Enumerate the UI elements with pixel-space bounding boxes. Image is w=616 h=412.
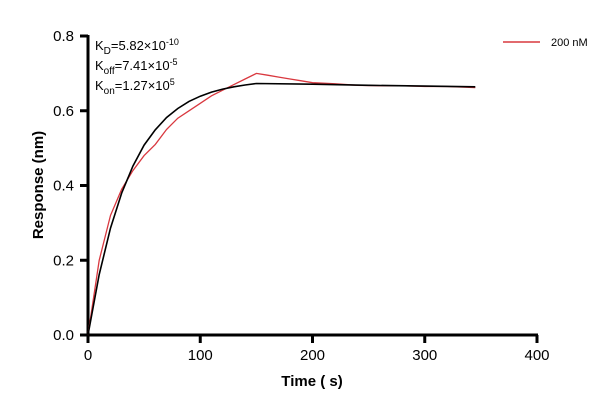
x-tick-label: 300 [412,347,437,364]
legend: 200 nM [503,37,588,49]
legend-label: 200 nM [551,37,588,49]
x-tick-label: 100 [188,347,213,364]
x-axis-label: Time ( s) [281,373,342,390]
annotation-kon: Kon=1.27×105 [95,77,175,97]
y-axis-label: Response (nm) [30,131,47,239]
y-tick-label: 0.0 [53,327,74,344]
x-tick-label: 400 [524,347,549,364]
y-tick-label: 0.2 [53,252,74,269]
y-tick-label: 0.4 [53,178,74,195]
annotation-koff: Koff=7.41×10-5 [95,57,178,77]
series-line-200nM [87,72,476,336]
fit-line [87,82,476,336]
x-tick-label: 200 [300,347,325,364]
x-tick-label: 0 [84,347,92,364]
y-tick-label: 0.8 [53,28,74,45]
annotation-kd: KD=5.82×10-10 [95,37,179,57]
y-tick-label: 0.6 [53,103,74,120]
